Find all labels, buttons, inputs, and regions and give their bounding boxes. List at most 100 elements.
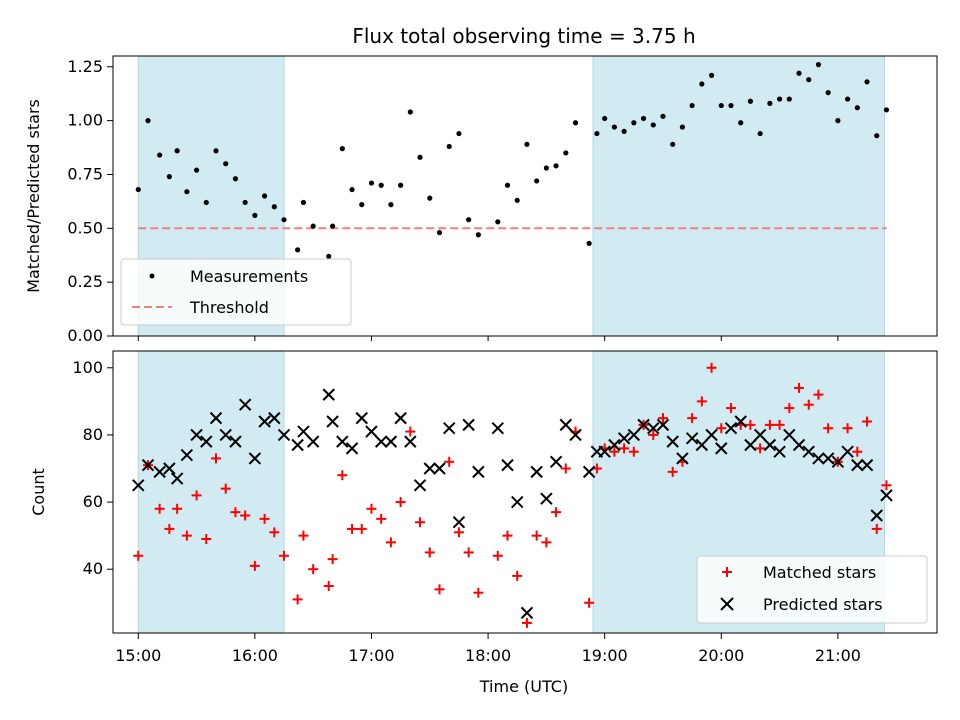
top-shaded-intervals [137, 55, 886, 337]
measurement-point [874, 133, 880, 139]
predicted-star-point [705, 428, 718, 442]
measurement-point [242, 199, 248, 206]
measurement-point [281, 217, 287, 223]
matched-star-point [531, 530, 542, 541]
x-tick-label: 21:00 [815, 646, 861, 665]
measurement-point [786, 96, 792, 102]
predicted-star-point [685, 432, 699, 445]
x-tick-label: 17:00 [348, 646, 394, 665]
measurement-point [436, 230, 443, 236]
predicted-star-point [345, 442, 359, 455]
matched-star-point [842, 423, 853, 434]
measurement-point [864, 79, 870, 85]
predicted-star-point [851, 458, 864, 472]
matched-star-point [584, 597, 595, 608]
matched-star-point [852, 446, 863, 457]
predicted-star-point [153, 465, 166, 479]
matched-star-point [395, 497, 406, 508]
predicted-star-point [229, 435, 242, 448]
predicted-star-point [582, 465, 596, 479]
predicted-star-point [322, 388, 335, 401]
predicted-star-point [666, 435, 679, 448]
predicted-star-point [880, 489, 893, 502]
measurement-point [586, 240, 592, 246]
matched-star-point [164, 523, 175, 534]
x-tick-label: 20:00 [698, 646, 744, 665]
measurement-point [135, 186, 141, 193]
measurement-point [543, 165, 549, 171]
measurement-point [708, 72, 715, 78]
top-legend: Measurements Threshold [120, 258, 352, 326]
matched-star-point [745, 419, 756, 430]
measurement-point [252, 212, 258, 218]
legend-measurements-label: Measurements [190, 267, 308, 286]
matched-star-point [794, 382, 805, 393]
predicted-star-point [423, 462, 436, 475]
measurement-point [835, 118, 841, 124]
legend-measurements-marker [149, 273, 155, 279]
measurement-point [689, 102, 695, 109]
measurement-point [504, 182, 511, 188]
measurement-point [157, 152, 163, 158]
matched-star-point [385, 537, 396, 548]
matched-star-point [784, 403, 795, 414]
bottom-axes-frame [112, 350, 938, 634]
predicted-star-point [258, 415, 271, 428]
matched-star-point [823, 423, 834, 434]
matched-star-point [463, 547, 474, 558]
predicted-star-point [141, 458, 155, 472]
measurement-point [310, 223, 316, 229]
matched-star-point [862, 416, 873, 427]
matched-star-point [337, 470, 348, 481]
predicted-star-point [326, 415, 339, 428]
matched-star-point [726, 403, 736, 414]
measurement-point [359, 202, 365, 208]
measurement-point [534, 178, 540, 184]
measurement-point [427, 195, 433, 201]
matched-star-point [323, 581, 334, 591]
matched-star-point [133, 550, 144, 561]
predicted-star-point [569, 428, 582, 442]
predicted-star-point [598, 445, 611, 458]
matched-star-point [269, 527, 280, 538]
measurement-point [326, 253, 332, 259]
top-axes-frame [112, 55, 938, 337]
predicted-star-point [617, 432, 631, 445]
y-tick-label: 40 [83, 559, 103, 578]
predicted-star-point [559, 418, 573, 432]
predicted-star-point [268, 411, 281, 425]
measurement-point [407, 109, 413, 115]
predicted-star-point [753, 428, 767, 442]
predicted-star-point [365, 425, 378, 438]
measurement-point [679, 124, 686, 130]
legend-matched-marker [722, 567, 732, 577]
measurement-point [368, 180, 375, 186]
top-x-ticks [137, 336, 839, 341]
matched-star-point [648, 429, 659, 440]
measurement-point [295, 247, 301, 253]
matched-star-point [308, 564, 319, 575]
measurement-point [174, 148, 180, 154]
measurement-point [611, 124, 617, 130]
matched-star-point [240, 510, 251, 521]
measurement-point [417, 154, 423, 160]
measurement-points [135, 62, 890, 259]
matched-star-point [434, 584, 445, 595]
predicted-star-point [802, 445, 815, 458]
measurement-point [718, 102, 724, 109]
measurement-point [514, 197, 520, 203]
matched-star-point [667, 466, 678, 477]
measurement-point [184, 189, 190, 195]
measurement-point [883, 107, 890, 113]
matched-star-point [259, 513, 270, 524]
predicted-star-point [384, 435, 398, 448]
measurement-point [563, 150, 569, 156]
matched-star-point [376, 513, 387, 524]
predicted-star-point [132, 479, 145, 492]
predicted-star-point [676, 452, 689, 465]
measurement-point [602, 115, 608, 122]
matched-star-point [755, 443, 766, 454]
predicted-star-point [291, 438, 304, 452]
predicted-star-point [860, 458, 874, 472]
predicted-star-point [637, 418, 650, 432]
